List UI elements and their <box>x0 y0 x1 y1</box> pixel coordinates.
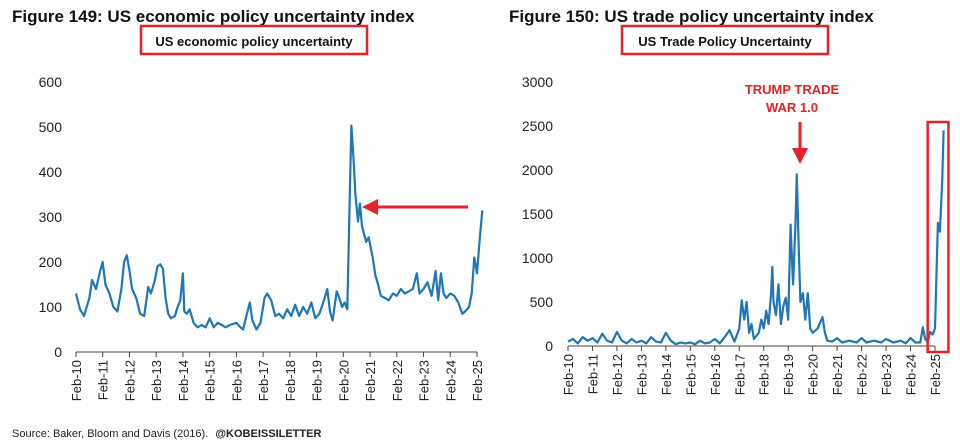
chart-2-series-line <box>567 130 945 346</box>
x-tick-label: Feb-24 <box>443 360 458 401</box>
annotation-trump-trade-line2: WAR 1.0 <box>766 100 818 115</box>
x-tick-label: Feb-17 <box>256 360 271 401</box>
chart-1-y-axis: 0 100 200 300 400 500 600 <box>39 74 63 360</box>
annotation-trump-trade-line1: TRUMP TRADE <box>745 82 840 97</box>
annotation-down-arrow <box>792 122 808 164</box>
x-tick-label: Feb-25 <box>470 360 485 401</box>
x-tick-label: Feb-21 <box>363 360 378 401</box>
x-tick-label: Feb-21 <box>830 354 845 395</box>
chart-economic-policy-uncertainty: Figure 149: US economic policy uncertain… <box>12 7 485 401</box>
x-tick-label: Feb-12 <box>122 360 137 401</box>
y-tick-label: 400 <box>39 164 63 180</box>
x-tick-label: Feb-13 <box>634 354 649 395</box>
y-tick-label: 1500 <box>522 206 553 222</box>
x-tick-label: Feb-16 <box>708 354 723 395</box>
x-tick-label: Feb-19 <box>310 360 325 401</box>
x-tick-label: Feb-23 <box>879 354 894 395</box>
x-tick-label: Feb-13 <box>149 360 164 401</box>
y-tick-label: 500 <box>39 119 63 135</box>
x-tick-label: Feb-11 <box>585 354 600 394</box>
x-tick-label: Feb-25 <box>928 354 943 395</box>
y-tick-label: 300 <box>39 209 63 225</box>
x-tick-label: Feb-19 <box>781 354 796 395</box>
figure-149-title: Figure 149: US economic policy uncertain… <box>12 7 415 26</box>
chart-2-title: US Trade Policy Uncertainty <box>638 34 812 49</box>
x-tick-label: Feb-11 <box>96 360 111 400</box>
x-tick-label: Feb-22 <box>390 360 405 401</box>
handle-text: @KOBEISSILETTER <box>215 428 321 440</box>
y-tick-label: 500 <box>530 294 554 310</box>
x-tick-label: Feb-10 <box>561 354 576 395</box>
x-tick-label: Feb-18 <box>757 354 772 395</box>
figure-150-title: Figure 150: US trade policy uncertainty … <box>509 7 874 26</box>
y-tick-label: 100 <box>39 299 63 315</box>
chart-trade-policy-uncertainty: Figure 150: US trade policy uncertainty … <box>509 7 950 395</box>
y-tick-label: 0 <box>545 338 553 354</box>
chart-2-x-axis: Feb-10 Feb-11 Feb-12 Feb-13 Feb-14 Feb-15 Feb-… <box>561 346 943 395</box>
chart-1-title-box <box>139 24 369 56</box>
chart-2-title-box <box>620 24 830 56</box>
y-tick-label: 2000 <box>522 162 553 178</box>
x-tick-label: Feb-14 <box>176 360 191 401</box>
y-tick-label: 2500 <box>522 118 553 134</box>
chart-1-series-line <box>74 124 484 331</box>
source-text: Source: Baker, Bloom and Davis (2016). <box>12 428 208 440</box>
x-tick-label: Feb-14 <box>659 354 674 395</box>
y-tick-label: 1000 <box>522 250 553 266</box>
x-tick-label: Feb-20 <box>336 360 351 401</box>
y-tick-label: 3000 <box>522 74 553 90</box>
x-tick-label: Feb-15 <box>683 354 698 395</box>
source-note: Source: Baker, Bloom and Davis (2016). @… <box>12 428 321 440</box>
x-tick-label: Feb-10 <box>69 360 84 401</box>
y-tick-label: 0 <box>54 344 62 360</box>
chart-1-arrow <box>362 199 468 215</box>
x-tick-label: Feb-22 <box>855 354 870 395</box>
x-tick-label: Feb-24 <box>904 354 919 395</box>
x-tick-label: Feb-18 <box>283 360 298 401</box>
x-tick-label: Feb-17 <box>732 354 747 395</box>
recent-spike-highlight-box <box>926 120 950 354</box>
y-tick-label: 200 <box>39 254 63 270</box>
x-tick-label: Feb-23 <box>417 360 432 401</box>
x-tick-label: Feb-12 <box>610 354 625 395</box>
x-tick-label: Feb-16 <box>229 360 244 401</box>
chart-2-y-axis: 0 500 1000 1500 2000 2500 3000 <box>522 74 553 354</box>
chart-1-title: US economic policy uncertainty <box>155 34 353 49</box>
y-tick-label: 600 <box>39 74 63 90</box>
x-tick-label: Feb-20 <box>806 354 821 395</box>
chart-1-x-axis: Feb-10 Feb-11 Feb-12 Feb-13 Feb-14 Feb-15 Feb-… <box>69 352 485 401</box>
x-tick-label: Feb-15 <box>203 360 218 401</box>
